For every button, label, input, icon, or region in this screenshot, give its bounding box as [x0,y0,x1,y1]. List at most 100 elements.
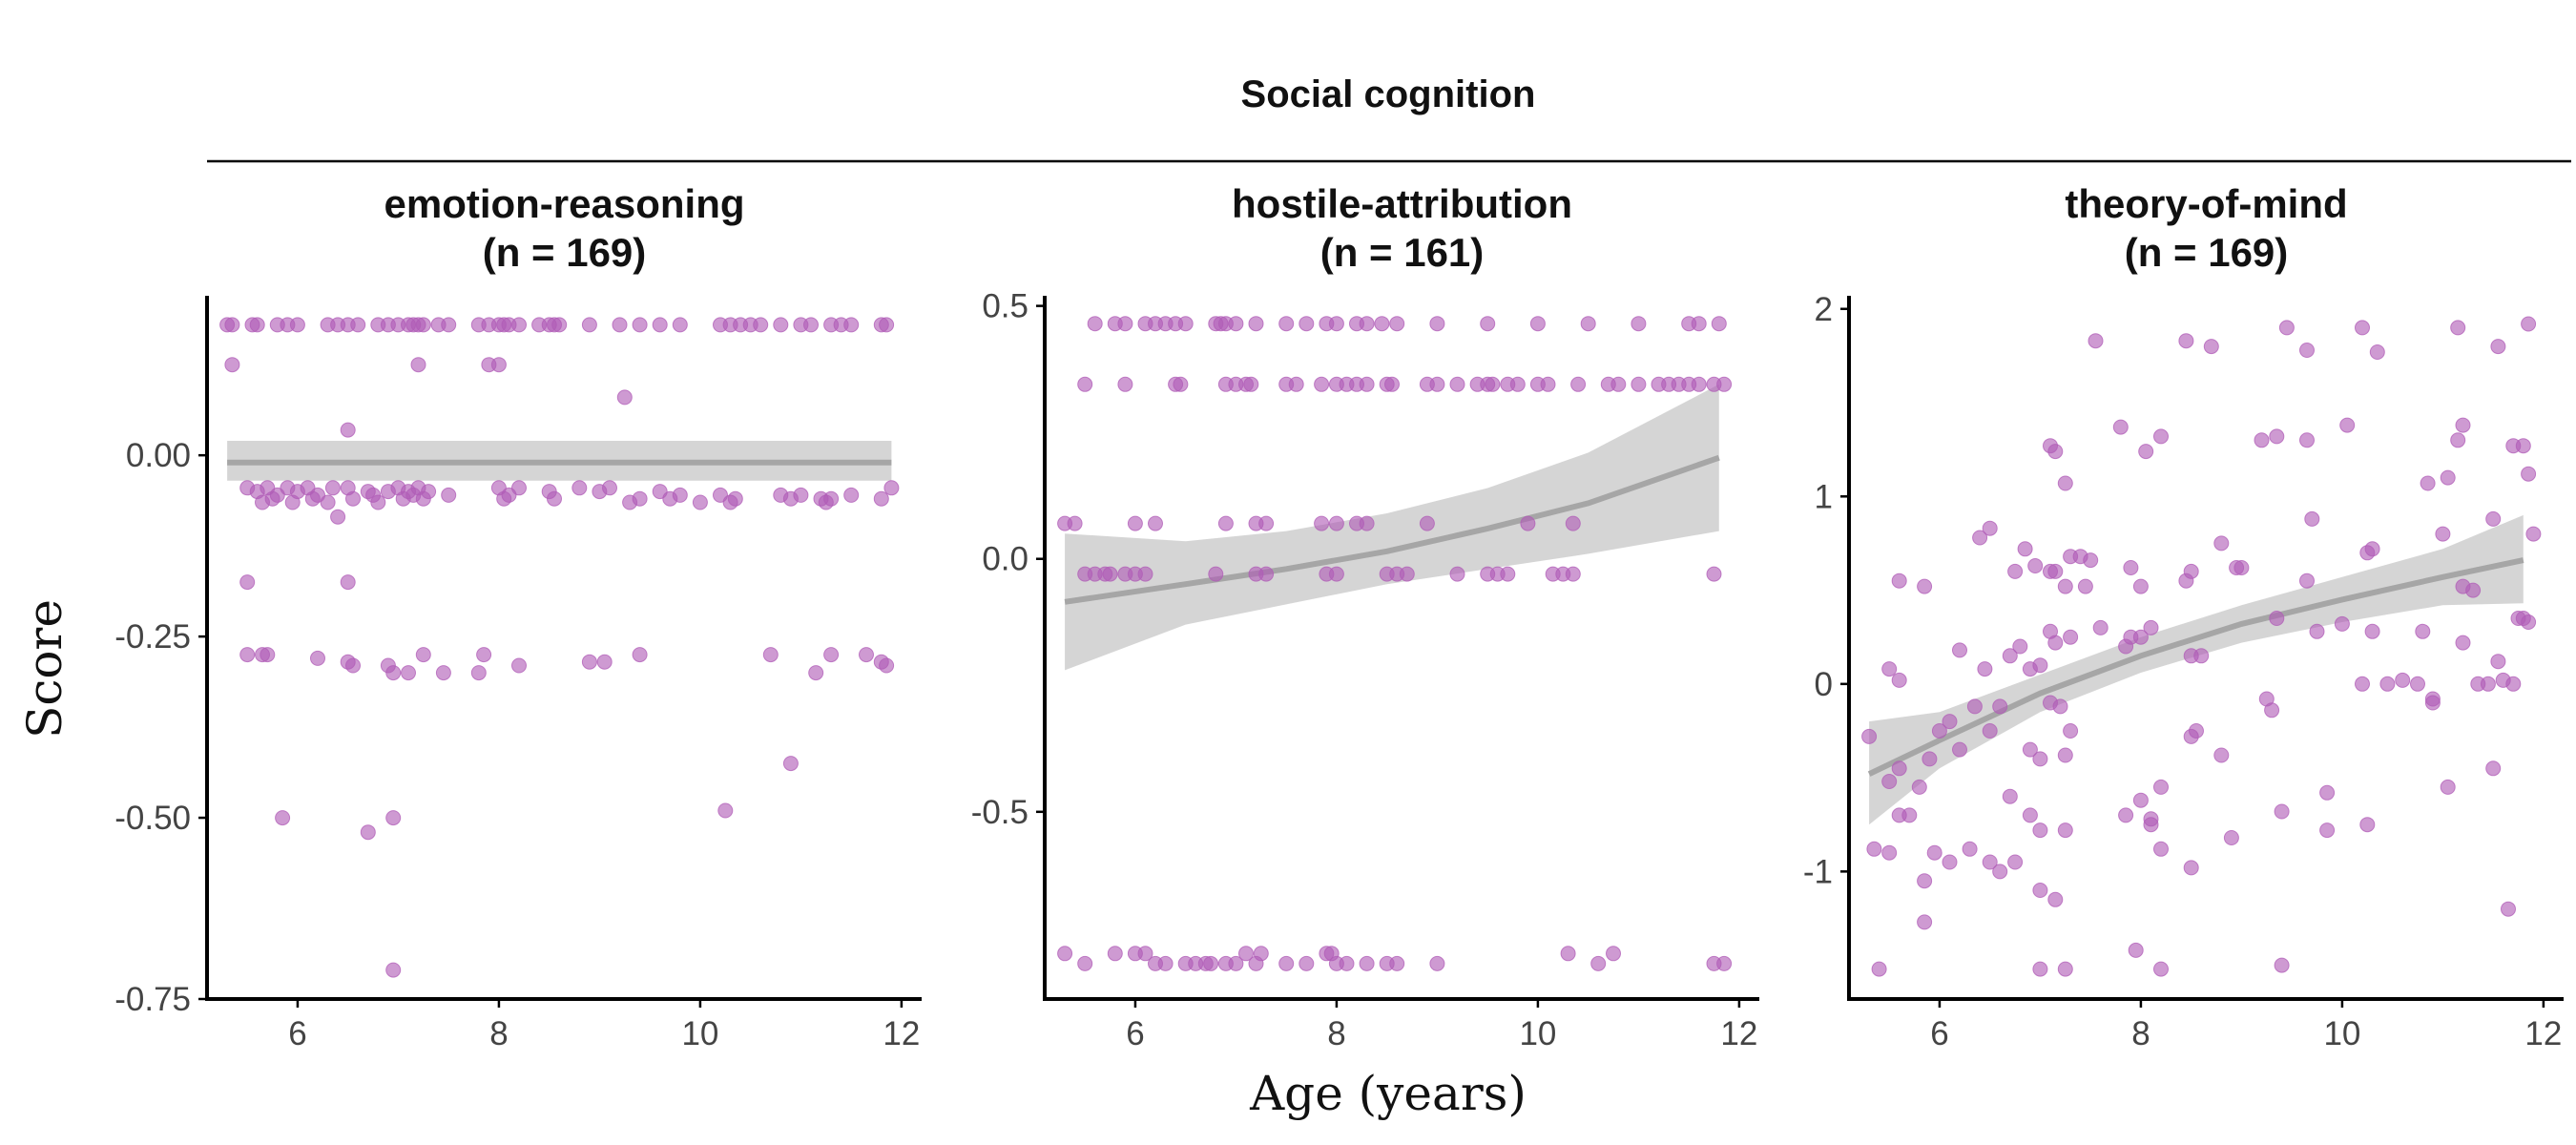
data-point [1328,316,1344,332]
data-point [672,317,688,333]
data-point [2299,432,2315,448]
data-point [727,490,743,507]
data-point [823,490,840,507]
data-point [1992,864,2008,880]
data-point [1258,515,1275,531]
data-point [1314,515,1330,531]
data-point [1917,914,1933,930]
data-point [843,317,860,333]
data-point [803,317,819,333]
facet-title: theory-of-mind [2065,181,2347,226]
panel-emotion-reasoning: emotion-reasoning(n = 169) 0.00 -0.25 -0.50… [114,181,922,1052]
data-point [249,317,265,333]
data-point [2264,702,2280,718]
data-point [762,647,779,663]
data-point [2002,788,2018,804]
data-point [808,665,824,681]
data-point [1992,698,2008,715]
data-point [2132,578,2149,594]
data-point [1952,642,1967,658]
data-point [1972,530,1988,546]
data-point [602,480,617,496]
data-point [385,962,402,978]
data-point [1173,376,1189,392]
y-tick-label: 0.0 [982,541,1028,578]
data-point [2213,747,2230,763]
data-point [859,647,874,663]
data-point [415,317,431,333]
data-point [1565,515,1581,531]
data-point [1891,760,1907,777]
data-point [1911,779,1927,795]
data-point [435,665,451,681]
data-point [1691,316,1707,332]
data-points [1861,316,2542,977]
data-point [1861,728,1878,744]
data-point [1866,841,1882,857]
data-point [1716,376,1733,392]
data-point [1926,844,1942,861]
data-point [1485,376,1501,392]
data-point [289,317,305,333]
data-point [1560,946,1576,962]
data-point [1253,946,1269,962]
x-tick-label: 6 [288,1015,306,1052]
y-tick-label: 0.00 [126,437,191,474]
data-point [2319,822,2336,839]
data-point [2057,475,2073,491]
data-point [1298,316,1315,332]
data-point [873,490,889,507]
data-point [612,317,628,333]
data-point [1107,946,1123,962]
data-point [1258,566,1275,582]
data-point [1982,854,1998,870]
data-point [652,317,668,333]
data-point [1565,566,1581,582]
data-point [2455,417,2471,433]
data-point [1881,844,1898,861]
data-point [2063,723,2079,739]
data-point [2501,901,2516,917]
data-point [470,665,487,681]
data-point [1449,376,1465,392]
data-point [1087,316,1103,332]
panel-hostile-attribution: hostile-attribution(n = 161) 0.5 0.0 -0.5 6 8… [971,181,1759,1052]
y-tick-label: -0.75 [114,981,191,1018]
data-point [385,810,402,826]
data-point [1716,955,1733,971]
data-point [2183,860,2199,876]
x-tick-label: 8 [2131,1015,2150,1052]
data-point [879,657,895,674]
data-point [1389,955,1405,971]
data-point [753,317,769,333]
data-point [224,317,240,333]
data-point [2153,961,2169,977]
facet-title: emotion-reasoning [384,181,744,226]
data-point [2269,611,2285,626]
data-point [2193,648,2210,664]
data-point [2183,563,2199,579]
x-axis-title: Age (years) [1249,1066,1527,1121]
data-point [2057,578,2073,594]
data-point [1148,515,1163,531]
data-point [1962,841,1978,857]
facet-sample-size: (n = 169) [2125,230,2289,275]
x-tick-label: 12 [2524,1015,2562,1052]
data-point [1631,376,1647,392]
data-point [1891,572,1907,589]
data-point [2118,807,2134,823]
x-tick-label: 10 [1519,1015,1556,1052]
data-point [2153,428,2169,445]
data-point [1429,316,1445,332]
x-tick-label: 6 [1126,1015,1144,1052]
data-point [2450,432,2466,448]
data-point [879,317,895,333]
data-point [2132,792,2149,808]
data-point [1931,723,1947,739]
data-point [1339,955,1355,971]
data-point [441,317,457,333]
data-point [1157,955,1174,971]
data-point [441,487,457,503]
data-point [2254,432,2270,448]
data-point [1871,961,1887,977]
